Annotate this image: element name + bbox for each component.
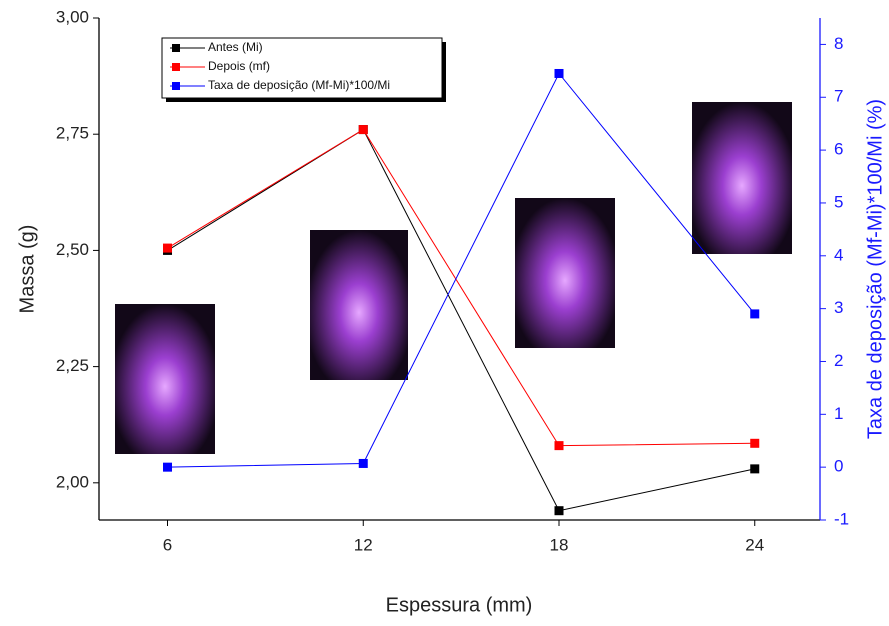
legend-label: Antes (Mi) — [208, 40, 263, 54]
legend-label: Taxa de deposição (Mf-Mi)*100/Mi — [208, 78, 390, 92]
chart: Massa (g) Taxa de deposição (Mf-Mi)*100/… — [0, 0, 889, 621]
marker — [359, 459, 368, 468]
y2-tick-label: 2 — [834, 351, 843, 370]
marker — [555, 69, 564, 78]
photo — [692, 102, 792, 254]
y2-tick-label: 7 — [834, 87, 843, 106]
y2-tick-label: 4 — [834, 245, 843, 264]
y2-tick-label: 5 — [834, 192, 843, 211]
marker — [750, 309, 759, 318]
marker — [555, 441, 564, 450]
legend-label: Depois (mf) — [208, 59, 270, 73]
x-tick-label: 18 — [550, 535, 569, 554]
x-tick-label: 12 — [354, 535, 373, 554]
x-tick-label: 6 — [163, 535, 172, 554]
series-line — [168, 130, 755, 446]
photos — [115, 102, 792, 454]
legend-marker — [172, 44, 180, 52]
y-tick-label: 2,25 — [56, 356, 89, 375]
y-tick-label: 2,00 — [56, 472, 89, 491]
y-tick-label: 2,50 — [56, 240, 89, 259]
y2-axis-label: Taxa de deposição (Mf-Mi)*100/Mi (%) — [864, 99, 886, 439]
marker — [163, 463, 172, 472]
x-axis-label: Espessura (mm) — [386, 594, 533, 616]
photo — [515, 198, 615, 348]
y2-tick-label: -1 — [834, 509, 849, 528]
y2-tick-label: 6 — [834, 140, 843, 159]
marker — [359, 125, 368, 134]
page: {"chart_data": {"type": "line", "x_label… — [0, 0, 889, 626]
y2-tick-label: 3 — [834, 298, 843, 317]
y2-tick-label: 8 — [834, 34, 843, 53]
y-axis-label: Massa (g) — [16, 225, 38, 314]
marker — [555, 506, 564, 515]
series-line — [168, 73, 755, 467]
photo — [115, 304, 215, 454]
photo — [310, 230, 408, 380]
marker — [750, 439, 759, 448]
y-tick-label: 2,75 — [56, 124, 89, 143]
y2-tick-label: 0 — [834, 457, 843, 476]
legend-marker — [172, 82, 180, 90]
series-line — [168, 130, 755, 511]
marker — [750, 464, 759, 473]
y-tick-label: 3,00 — [56, 7, 89, 26]
x-tick-label: 24 — [745, 535, 764, 554]
marker — [163, 244, 172, 253]
y2-tick-label: 1 — [834, 404, 843, 423]
legend-marker — [172, 63, 180, 71]
